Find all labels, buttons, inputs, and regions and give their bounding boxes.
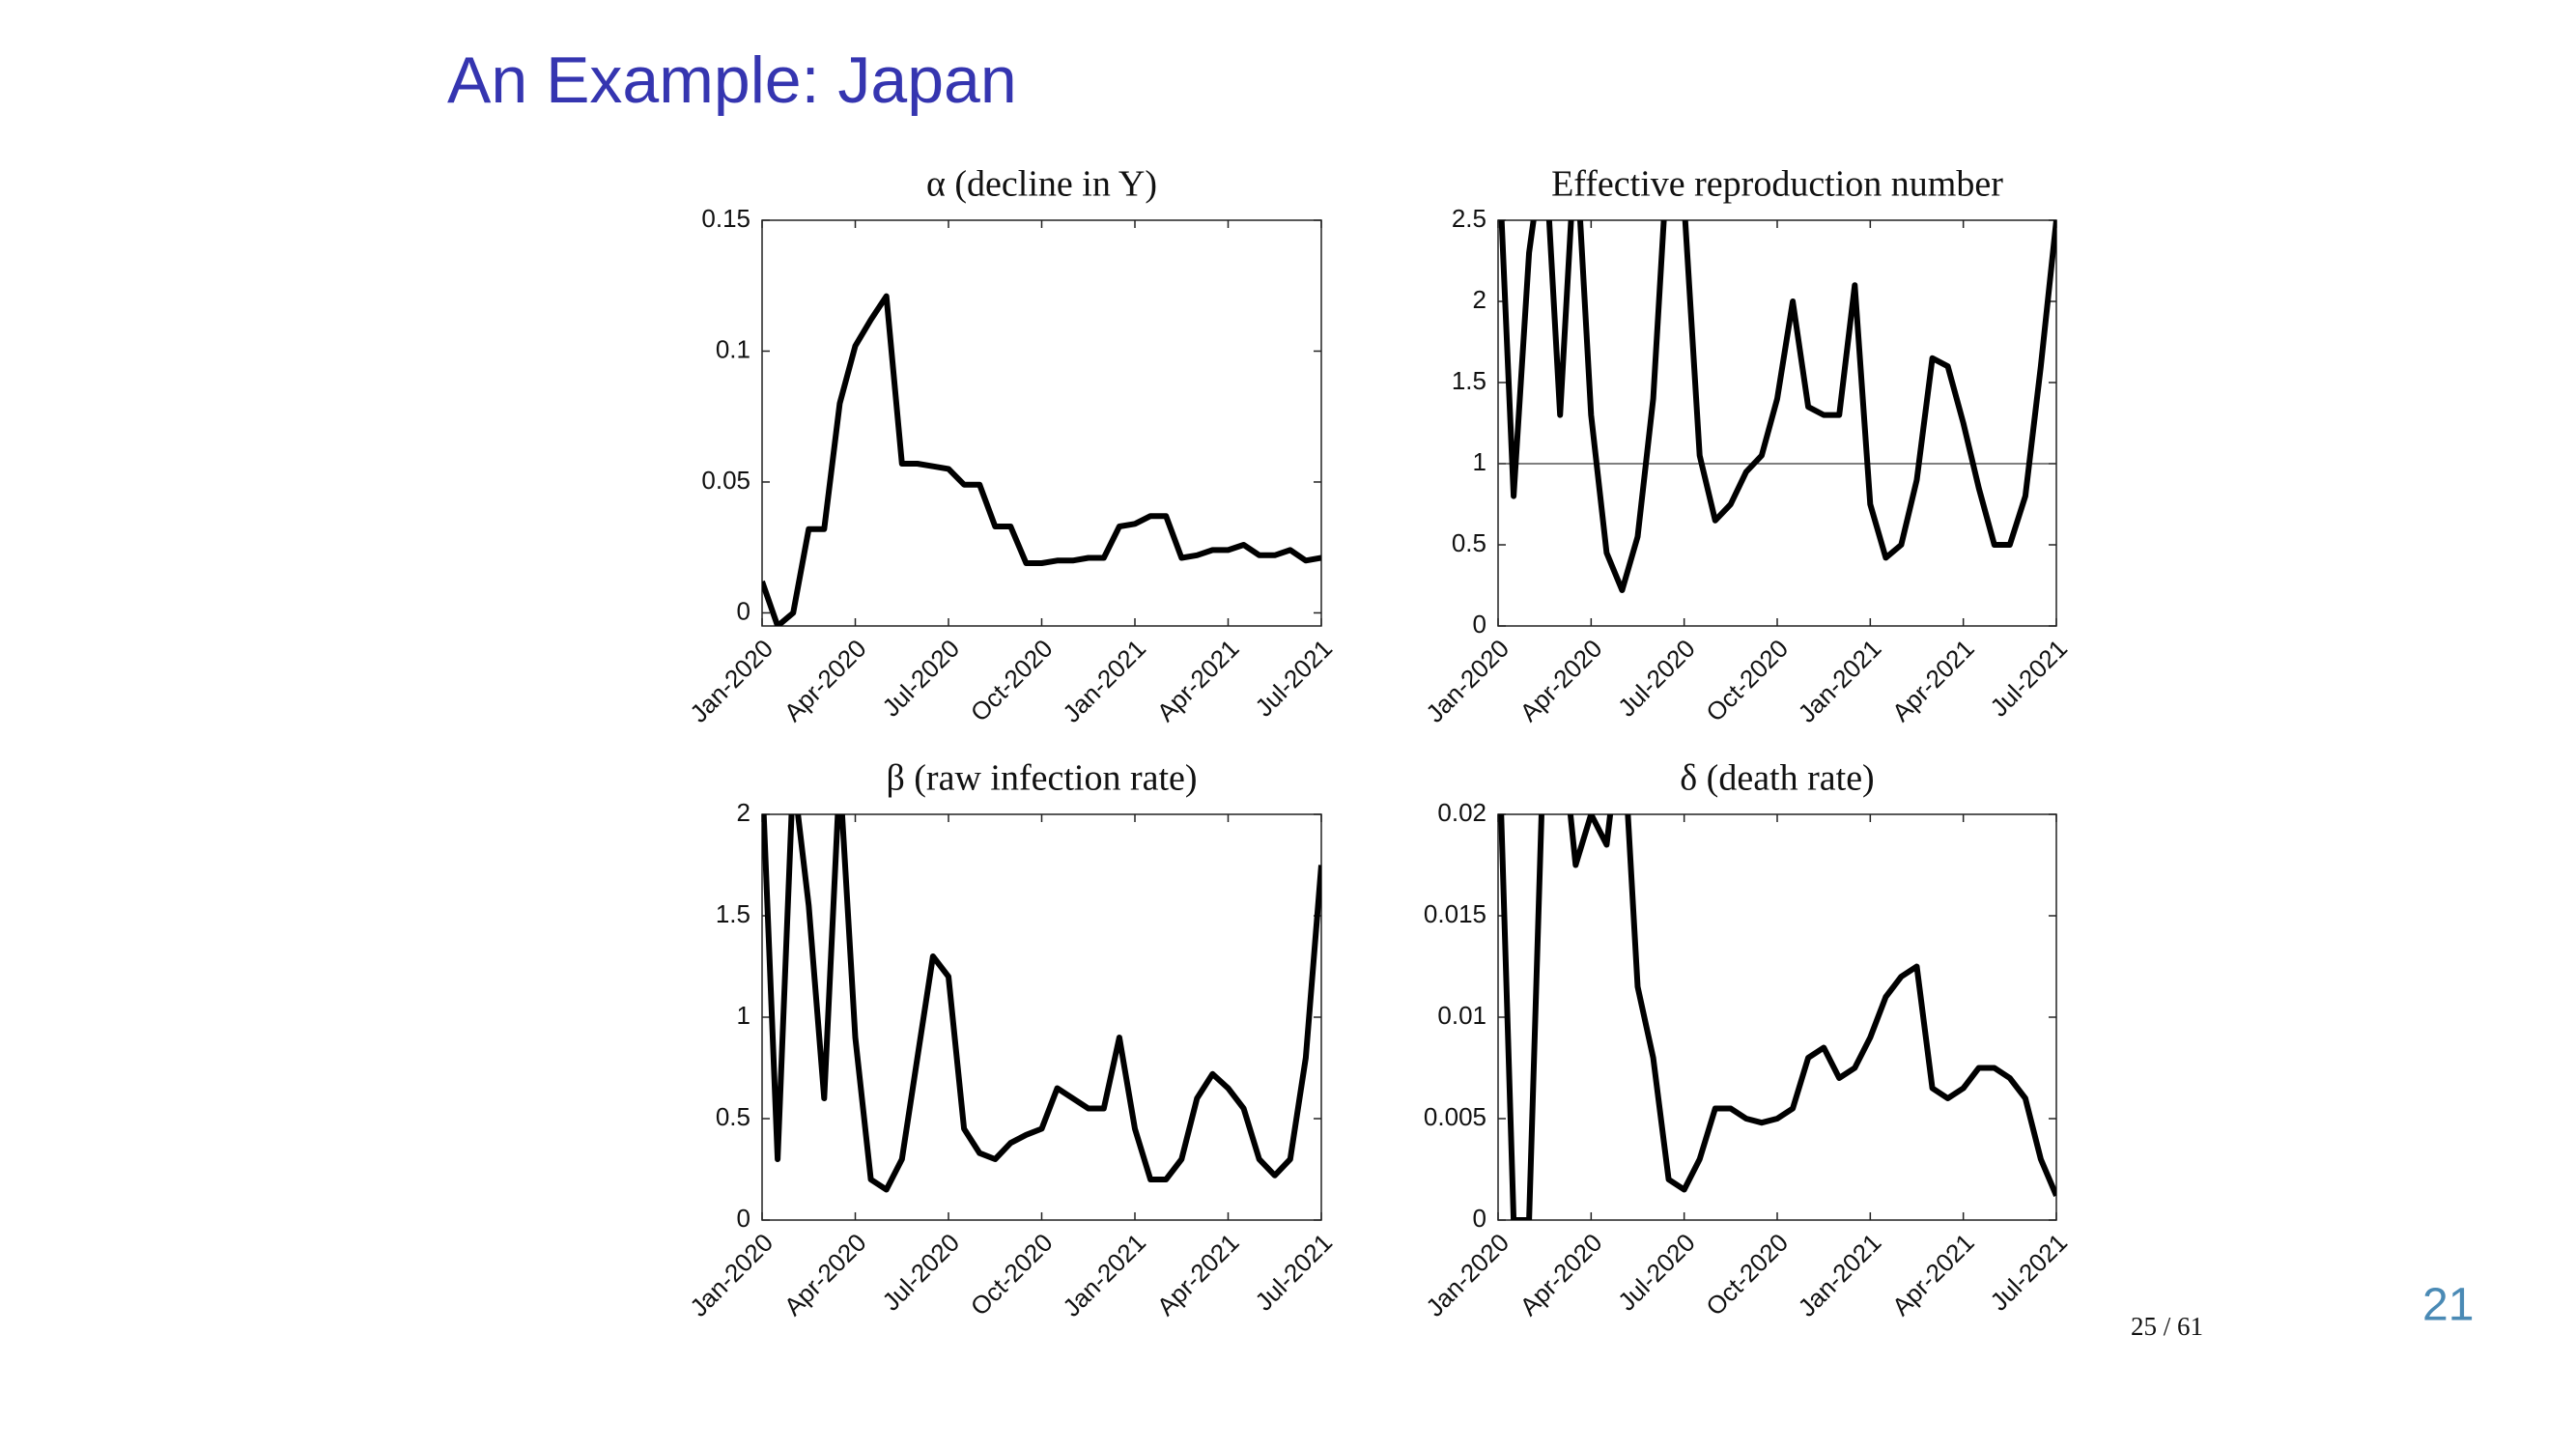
x-tick-label: Apr-2020 <box>1514 634 1608 727</box>
x-tick-label: Oct-2020 <box>965 634 1059 727</box>
x-tick-label: Jul-2020 <box>1612 634 1701 723</box>
y-tick-label: 1.5 <box>1452 366 1486 395</box>
y-tick-label: 1.5 <box>716 899 750 928</box>
y-tick-label: 1 <box>1473 447 1486 476</box>
data-line <box>762 814 1321 1193</box>
data-line <box>1498 814 2056 1220</box>
x-tick-label: Jul-2021 <box>1249 1228 1338 1317</box>
x-tick-label: Jan-2020 <box>1420 1228 1514 1322</box>
x-tick-label: Jul-2021 <box>1984 1228 2073 1317</box>
y-tick-label: 0.5 <box>716 1102 750 1131</box>
chart-title: β (raw infection rate) <box>886 758 1197 799</box>
y-tick-label: 0.15 <box>701 204 750 233</box>
x-tick-label: Apr-2021 <box>1151 634 1245 727</box>
x-tick-label: Jul-2020 <box>1612 1228 1701 1317</box>
y-tick-label: 0 <box>737 596 750 625</box>
y-tick-label: 0 <box>1473 1204 1486 1233</box>
chart: Effective reproduction number 0 0.5 1 1.5 2 2.… <box>1420 164 2073 728</box>
y-tick-label: 2.5 <box>1452 204 1486 233</box>
y-tick-label: 0.015 <box>1424 899 1486 928</box>
x-tick-label: Jan-2020 <box>684 634 778 728</box>
x-tick-label: Apr-2021 <box>1886 634 1980 727</box>
x-tick-label: Jan-2020 <box>1420 634 1514 728</box>
x-tick-label: Apr-2021 <box>1886 1228 1980 1321</box>
y-tick-label: 0.5 <box>1452 528 1486 557</box>
data-line <box>762 293 1321 626</box>
y-tick-label: 2 <box>1473 285 1486 314</box>
y-tick-label: 0.02 <box>1437 798 1486 827</box>
x-tick-label: Apr-2020 <box>1514 1228 1608 1321</box>
x-tick-label: Oct-2020 <box>1700 1228 1794 1321</box>
y-tick-label: 0.1 <box>716 334 750 363</box>
x-tick-label: Jul-2020 <box>876 1228 965 1317</box>
y-tick-label: 0 <box>737 1204 750 1233</box>
x-tick-label: Jan-2021 <box>1793 634 1887 728</box>
x-tick-label: Oct-2020 <box>965 1228 1059 1321</box>
y-tick-label: 2 <box>737 798 750 827</box>
x-tick-label: Apr-2020 <box>778 1228 872 1321</box>
chart-title: Effective reproduction number <box>1551 164 2003 205</box>
x-tick-label: Jan-2020 <box>684 1228 778 1322</box>
y-tick-label: 0.01 <box>1437 1001 1486 1030</box>
chart-title: α (decline in Y) <box>926 164 1157 205</box>
x-tick-label: Apr-2020 <box>778 634 872 727</box>
y-tick-label: 0.05 <box>701 466 750 495</box>
data-line <box>1498 220 2056 593</box>
slide-title: An Example: Japan <box>447 43 1017 117</box>
y-tick-label: 0.005 <box>1424 1102 1486 1131</box>
slide-number: 21 <box>2422 1280 2474 1331</box>
page-number: 25 / 61 <box>2131 1312 2203 1341</box>
x-tick-label: Jul-2020 <box>876 634 965 723</box>
plot-frame <box>1497 813 2057 1221</box>
x-tick-label: Jul-2021 <box>1984 634 2073 723</box>
chart-title: δ (death rate) <box>1680 758 1874 799</box>
x-tick-label: Jan-2021 <box>1793 1228 1887 1322</box>
x-tick-label: Jan-2021 <box>1057 634 1151 728</box>
chart: δ (death rate) 0 0.005 0.01 0.015 0.02 Jan-202… <box>1420 758 2073 1322</box>
x-tick-label: Jul-2021 <box>1249 634 1338 723</box>
y-tick-label: 1 <box>737 1001 750 1030</box>
x-tick-label: Oct-2020 <box>1700 634 1794 727</box>
y-tick-label: 0 <box>1473 610 1486 639</box>
x-tick-label: Jan-2021 <box>1057 1228 1151 1322</box>
x-tick-label: Apr-2021 <box>1151 1228 1245 1321</box>
